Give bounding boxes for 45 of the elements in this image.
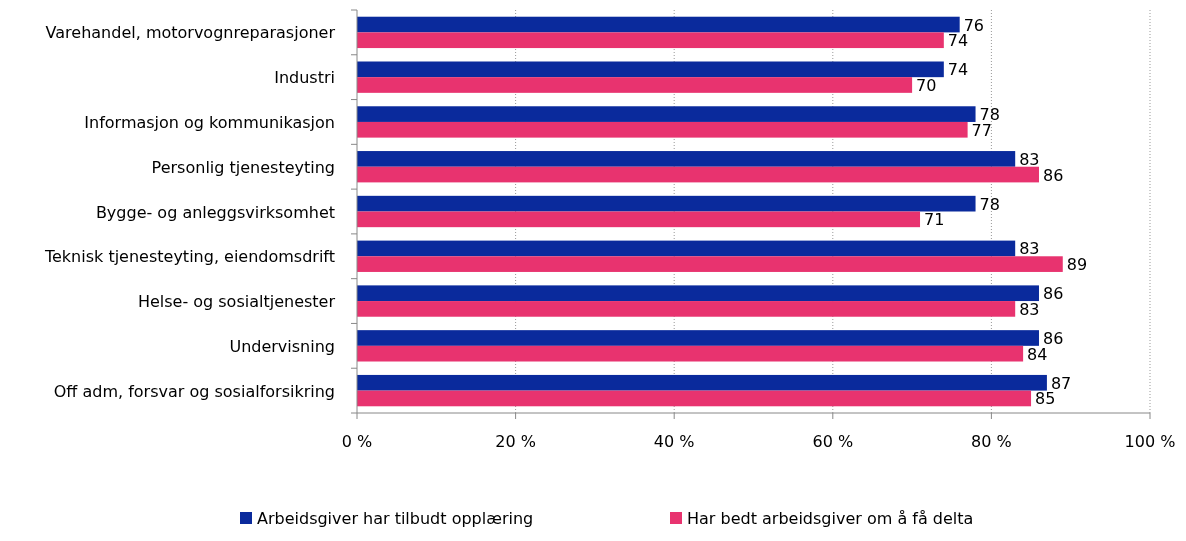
data-label: 78: [979, 194, 1000, 214]
bar: [357, 301, 1016, 317]
bar: [357, 77, 913, 93]
data-label: 71: [924, 210, 945, 230]
bar: [357, 211, 921, 228]
y-tick-label: Personlig tjenesteyting: [151, 157, 335, 177]
y-tick-label: Informasjon og kommunikasjon: [84, 112, 335, 132]
data-label: 83: [1019, 239, 1040, 259]
y-tick-label: Off adm, forsvar og sosialforsikring: [53, 381, 335, 401]
bar: [357, 195, 976, 212]
data-label: 86: [1042, 165, 1064, 185]
y-tick-label: Varehandel, motorvognreparasjoner: [45, 23, 336, 43]
data-label: 83: [1019, 149, 1040, 169]
bar: [357, 390, 1032, 407]
data-label: 70: [916, 76, 937, 95]
x-tick-label: 40 %: [653, 432, 695, 451]
data-label: 83: [1019, 299, 1040, 319]
y-tick-label: Industri: [274, 68, 335, 88]
y-tick-label: Helse- og sosialtjenester: [137, 292, 336, 312]
bar: [357, 121, 968, 138]
data-label: 74: [947, 60, 969, 80]
bar: [357, 240, 1016, 257]
x-tick-label: 20 %: [495, 432, 536, 451]
bar: [357, 151, 1016, 167]
bar: [357, 32, 944, 49]
x-tick-label: 60 %: [812, 432, 854, 451]
data-label: 89: [1066, 255, 1088, 275]
x-tick-label: 0 %: [341, 432, 373, 451]
legend-label: Har bedt arbeidsgiver om å få delta: [687, 509, 974, 528]
y-tick-label: Undervisning: [229, 336, 335, 356]
bar: [357, 285, 1039, 302]
y-tick-label: Bygge- og anleggsvirksomhet: [95, 202, 335, 222]
bar: [357, 166, 1039, 183]
bar: [357, 106, 976, 122]
bar: [357, 345, 1024, 362]
bar: [357, 374, 1047, 391]
bar: [357, 61, 944, 78]
bar: [357, 256, 1063, 272]
data-label: 86: [1042, 284, 1064, 304]
x-tick-label: 80 %: [971, 432, 1012, 451]
bar: [357, 16, 960, 33]
bar: [357, 330, 1039, 346]
y-tick-label: Teknisk tjenesteyting, eiendomsdrift: [43, 247, 335, 267]
x-tick-label: 100 %: [1124, 432, 1176, 451]
legend-label: Arbeidsgiver har tilbudt opplæring: [257, 509, 534, 528]
